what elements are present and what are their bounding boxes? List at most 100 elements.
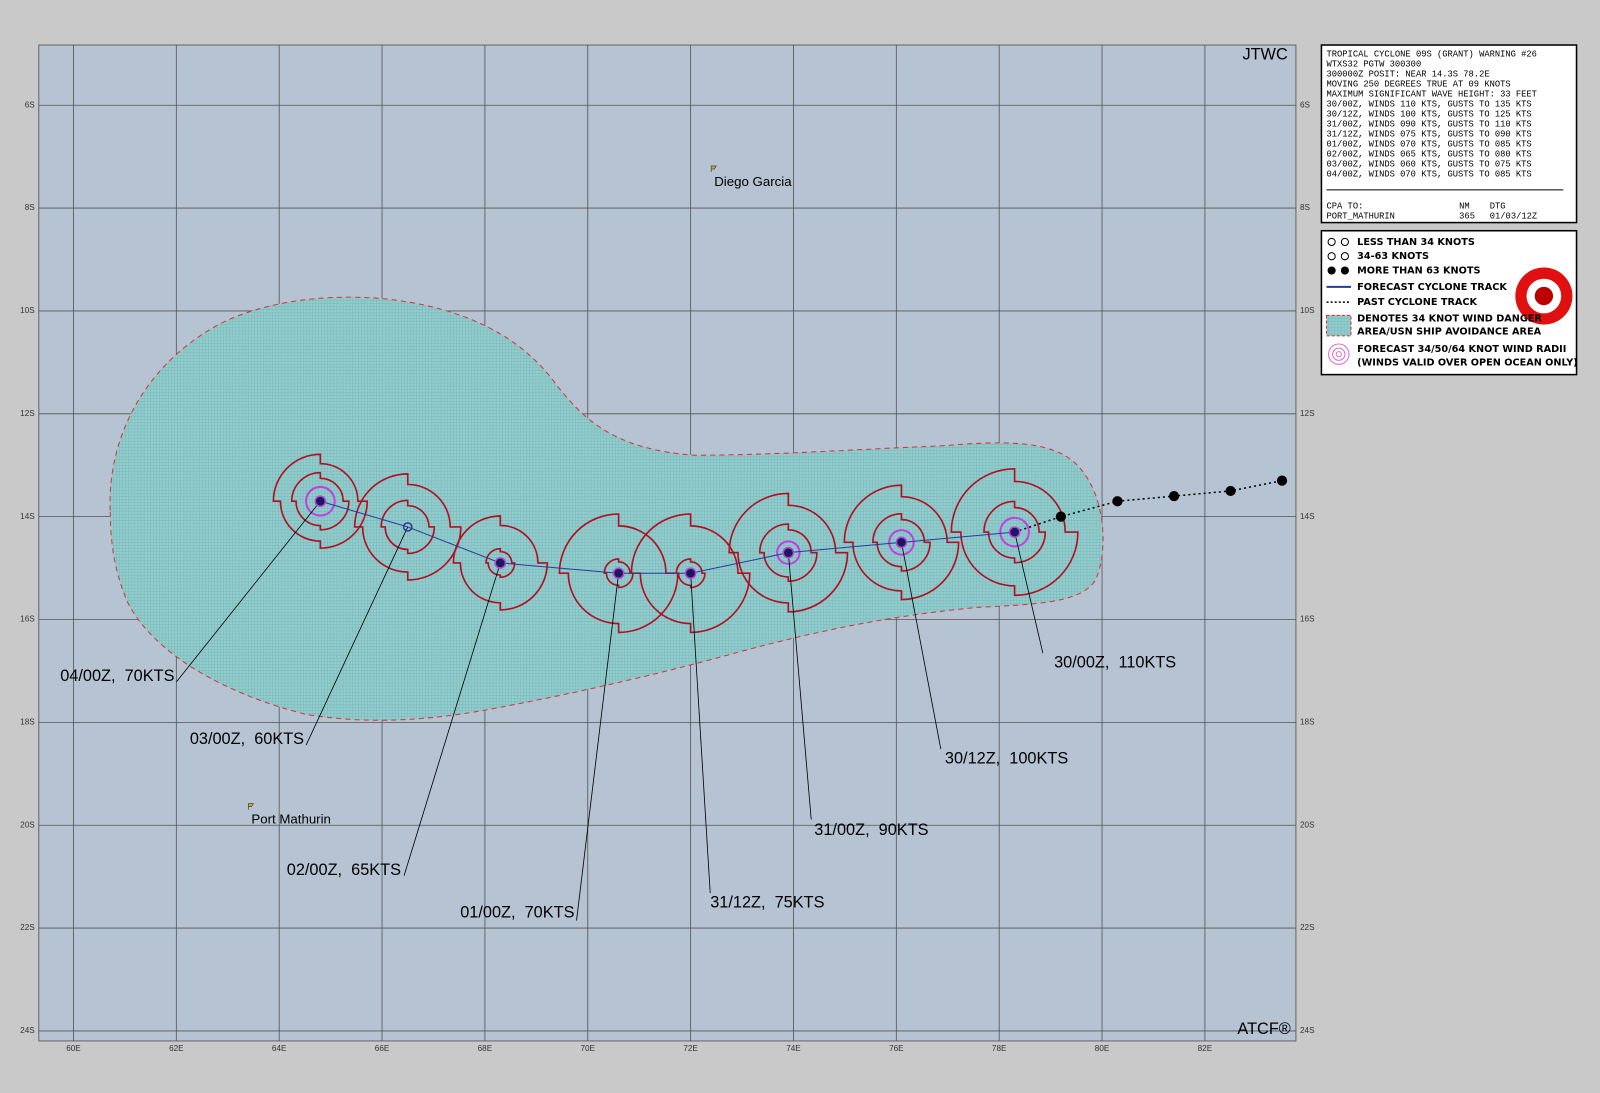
legend-item: (WINDS VALID OVER OPEN OCEAN ONLY) [1357, 357, 1578, 368]
legend-symbols [1326, 237, 1573, 365]
wind-radius [305, 485, 336, 517]
legend-item: FORECAST CYCLONE TRACK [1357, 282, 1507, 293]
track-label: 04/00Z, 70KTS [60, 667, 174, 685]
forecast-position [494, 557, 507, 569]
past-position [1168, 490, 1180, 502]
past-position [1225, 485, 1236, 497]
forecast-position [684, 567, 697, 580]
legend-item: AREA/USN SHIP AVOIDANCE AREA [1357, 327, 1541, 338]
wind-radius [843, 484, 960, 601]
wind-radius [776, 540, 801, 565]
lat-tick-label: 22S [20, 923, 35, 932]
warning-line: MOVING 250 DEGREES TRUE AT 09 KNOTS [1327, 80, 1511, 90]
track-label: 31/00Z, 90KTS [814, 821, 928, 839]
wind-radius [758, 523, 818, 583]
lat-tick-label: 6S [25, 100, 36, 109]
label-leader [1014, 531, 1044, 654]
warning-line: TROPICAL CYCLONE 09S (GRANT) WARNING #26 [1327, 50, 1537, 60]
legend-item: 34-63 KNOTS [1357, 251, 1429, 262]
cpa-value: 01/03/12Z [1490, 212, 1537, 222]
lon-tick-label: 62E [169, 1044, 184, 1053]
warning-line: MAXIMUM SIGNIFICANT WAVE HEIGHT: 33 FEET [1327, 90, 1537, 100]
wind-radius [888, 529, 915, 556]
wind-radius [630, 513, 751, 634]
lat-tick-label: 6S [1300, 100, 1311, 109]
warning-line: 300000Z POSIT: NEAR 14.3S 78.2E [1327, 70, 1490, 80]
track-label: 31/12Z, 75KTS [710, 893, 824, 911]
lat-tick-label: 10S [1300, 306, 1315, 315]
cpa-header: NM [1459, 202, 1470, 212]
lon-tick-label: 66E [375, 1044, 390, 1053]
lat-tick-label: 8S [1300, 203, 1311, 212]
forecast-position [314, 495, 327, 508]
lat-tick-label: 10S [20, 306, 35, 315]
label-leader [576, 573, 620, 921]
track-label: 01/00Z, 70KTS [460, 904, 574, 922]
lat-tick-label: 22S [1300, 923, 1315, 932]
wind-radius [485, 547, 516, 579]
wind-radius [728, 492, 849, 613]
warning-line: 04/00Z, WINDS 070 KTS, GUSTS TO 085 KTS [1327, 170, 1532, 180]
warning-line: 30/00Z, WINDS 110 KTS, GUSTS TO 135 KTS [1327, 100, 1532, 110]
past-position [1055, 511, 1066, 522]
cpa-header: DTG [1490, 202, 1506, 212]
wind-radius [950, 467, 1079, 597]
lon-tick-label: 76E [889, 1044, 904, 1053]
wind-radius [675, 558, 706, 589]
place-name: Port Mathurin [251, 811, 331, 826]
danger-area [109, 296, 1104, 721]
wind-radius [999, 516, 1030, 548]
wind-radius [272, 453, 369, 549]
lon-tick-label: 72E [683, 1044, 698, 1053]
forecast-position [895, 536, 908, 549]
footer: ATCF® [1237, 1020, 1290, 1038]
legend-item: FORECAST 34/50/64 KNOT WIND RADII [1357, 344, 1566, 355]
cpa-value: 365 [1459, 212, 1475, 222]
past-position [1112, 496, 1123, 507]
place-name: Diego Garcia [714, 174, 792, 189]
past-track [1014, 479, 1283, 533]
lon-tick-label: 74E [786, 1044, 801, 1053]
track-label: 30/00Z, 110KTS [1054, 654, 1176, 672]
label-leader [305, 526, 409, 746]
lat-tick-label: 20S [1300, 820, 1315, 829]
warning-line: 30/12Z, WINDS 100 KTS, GUSTS TO 125 KTS [1327, 110, 1532, 120]
forecast-position [1008, 526, 1021, 538]
agency: JTWC [1242, 46, 1288, 64]
wind-radius [983, 500, 1047, 564]
lon-tick-label: 60E [66, 1044, 81, 1053]
forecast-position [402, 522, 413, 532]
lat-tick-label: 24S [20, 1026, 35, 1035]
lon-tick-label: 64E [272, 1044, 287, 1053]
label-leader [690, 573, 711, 894]
lon-tick-label: 78E [992, 1044, 1007, 1053]
legend-item: MORE THAN 63 KNOTS [1357, 266, 1480, 277]
lat-tick-label: 16S [20, 615, 35, 624]
place-marker [248, 803, 255, 810]
lat-tick-label: 12S [20, 409, 35, 418]
label-leader [787, 552, 812, 820]
track-label: 02/00Z, 65KTS [287, 861, 401, 879]
place-marker [710, 165, 717, 173]
warning-line: 31/00Z, WINDS 090 KTS, GUSTS TO 110 KTS [1327, 120, 1532, 130]
warning-line: 02/00Z, WINDS 065 KTS, GUSTS TO 080 KTS [1327, 150, 1532, 160]
forecast-track [320, 500, 1015, 574]
lat-tick-label: 14S [1300, 512, 1315, 521]
warning-line: 01/00Z, WINDS 070 KTS, GUSTS TO 085 KTS [1327, 140, 1532, 150]
legend-text: LESS THAN 34 KNOTS 34-63 KNOTS MORE THAN 6… [1357, 237, 1578, 368]
legend-item: LESS THAN 34 KNOTS [1357, 237, 1475, 248]
lon-tick-label: 68E [478, 1044, 493, 1053]
lat-tick-label: 14S [20, 512, 35, 521]
label-leader [176, 500, 321, 683]
label-leader [901, 542, 942, 750]
cpa-value: PORT_MATHURIN [1327, 212, 1395, 222]
forecast-position [782, 546, 795, 559]
wind-radius [380, 499, 436, 555]
legend-item: DENOTES 34 KNOT WIND DANGER [1357, 313, 1542, 324]
lon-tick-label: 70E [580, 1044, 595, 1053]
wind-radius [353, 473, 462, 581]
wind-radius [872, 512, 931, 572]
lat-tick-label: 16S [1300, 615, 1315, 624]
